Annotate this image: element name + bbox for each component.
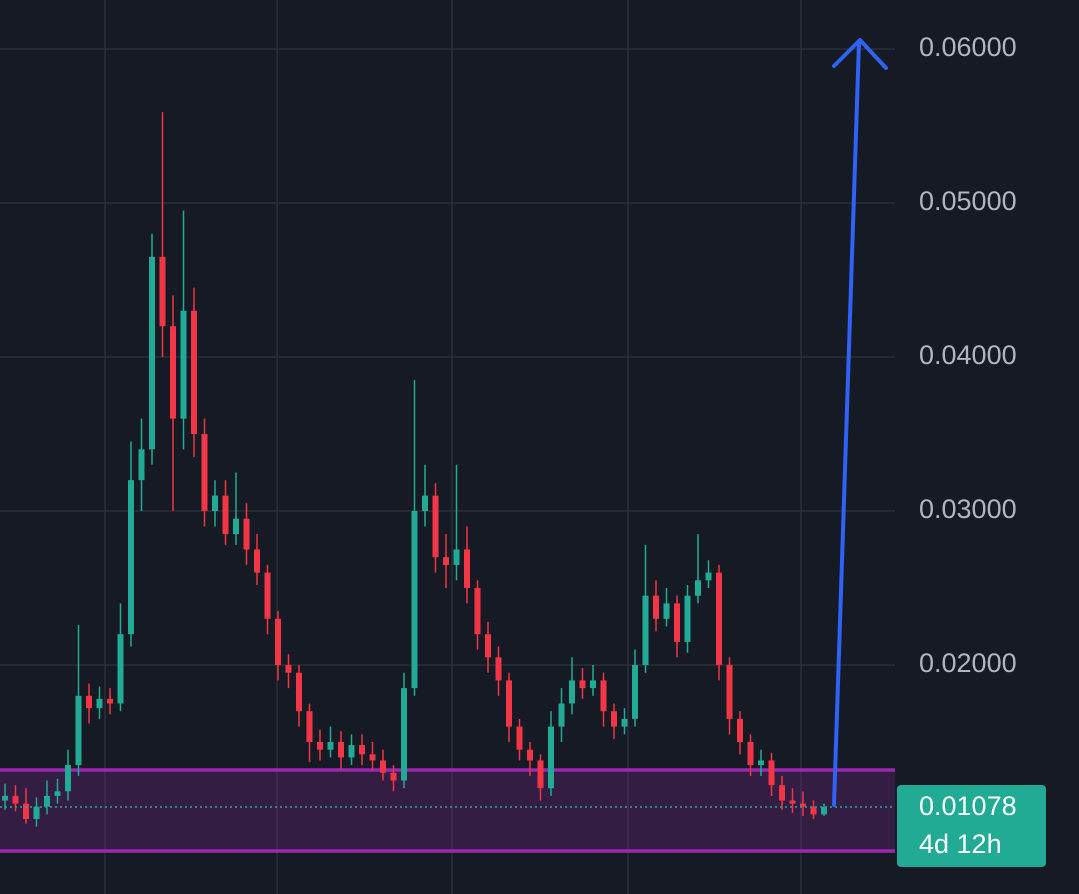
candle-body — [674, 603, 680, 642]
candle-body — [590, 680, 596, 689]
candle-body — [579, 680, 586, 689]
candle-body — [170, 326, 176, 419]
candle-body — [380, 760, 386, 773]
candle-body — [306, 711, 313, 742]
candle-body — [642, 595, 649, 665]
candle-body — [117, 634, 124, 704]
candle-body — [54, 791, 61, 796]
candle-body — [75, 695, 82, 766]
candle-body — [474, 587, 481, 635]
candle-body — [810, 806, 817, 815]
last-price-label: 0.01078 — [919, 791, 1017, 821]
candle-body — [779, 785, 785, 801]
y-tick-label: 0.05000 — [919, 186, 1017, 216]
candle-body — [663, 603, 670, 619]
candle-body — [821, 806, 827, 815]
candle-body — [212, 495, 218, 511]
candle-body — [558, 703, 565, 727]
candle-body — [243, 518, 250, 550]
arrow — [832, 38, 888, 807]
candle-body — [464, 549, 470, 588]
candle-body — [527, 749, 533, 761]
candle-body — [537, 760, 544, 789]
candle-body — [327, 741, 334, 750]
y-tick-label: 0.04000 — [919, 340, 1017, 370]
candle-body — [432, 495, 439, 558]
candle-body — [684, 595, 691, 642]
candle-body — [758, 760, 764, 766]
arrow-head — [832, 38, 888, 70]
candle-body — [485, 634, 491, 658]
y-tick-label: 0.03000 — [919, 494, 1017, 524]
candle-body — [180, 310, 187, 419]
candle-body — [285, 664, 292, 673]
candle-body — [107, 698, 113, 704]
last-price-box — [897, 784, 1046, 867]
candle-body — [23, 803, 29, 819]
candle-body — [621, 718, 628, 727]
candle-body — [149, 256, 155, 450]
candle-body — [338, 741, 344, 758]
candle-body — [359, 745, 365, 755]
zone — [0, 770, 895, 852]
candle-body — [33, 806, 40, 819]
candle-body — [296, 672, 302, 712]
candle-body — [611, 711, 617, 727]
candle-body — [653, 595, 659, 619]
candle-body — [275, 618, 281, 665]
price-axis: 0.02000 0.03000 0.04000 0.05000 0.06000 0.010… — [897, 32, 1046, 867]
candle-body — [254, 549, 260, 573]
candle-body — [390, 772, 397, 781]
candle-body — [86, 695, 92, 709]
candle-body — [768, 760, 775, 786]
arrow-shaft — [832, 40, 861, 807]
countdown: 4d 12h — [919, 829, 1002, 859]
candle-body — [737, 718, 743, 742]
candle-body — [222, 495, 229, 535]
candle-body — [369, 754, 376, 761]
candle-body — [800, 803, 806, 807]
zone-layer — [0, 768, 895, 853]
candle-body — [548, 726, 554, 789]
candle-body — [516, 726, 523, 750]
candle-body — [44, 795, 50, 807]
candle-body — [411, 510, 418, 689]
candle-body — [65, 765, 71, 792]
candle-body — [726, 664, 733, 719]
candle-body — [317, 741, 323, 750]
candle-body — [747, 741, 754, 766]
candle-body — [632, 664, 638, 719]
candle-body — [401, 688, 407, 781]
candle-body — [695, 580, 701, 596]
y-tick-label: 0.06000 — [919, 32, 1017, 62]
candle-body — [201, 433, 208, 511]
vertical-grid — [104, 0, 802, 894]
candle-body — [443, 557, 449, 565]
candle-body — [495, 657, 502, 681]
candle-body — [453, 549, 460, 565]
candle-body — [264, 572, 271, 619]
candle-body — [569, 680, 575, 704]
candle-body — [128, 480, 134, 635]
candle-body — [422, 495, 428, 511]
candle-body — [2, 795, 8, 801]
candle-body — [159, 256, 166, 327]
candle-body — [138, 449, 145, 481]
candle-body — [233, 518, 239, 535]
candle-body — [506, 680, 512, 727]
candle-body — [96, 698, 103, 709]
candle-body — [348, 745, 355, 758]
candle-body — [716, 572, 722, 665]
candle-body — [12, 795, 19, 804]
candle-body — [789, 800, 796, 804]
candle-body — [705, 572, 712, 581]
candle-body — [600, 680, 607, 712]
candle-body — [191, 310, 197, 434]
candles — [0, 112, 895, 827]
y-tick-label: 0.02000 — [919, 648, 1017, 678]
